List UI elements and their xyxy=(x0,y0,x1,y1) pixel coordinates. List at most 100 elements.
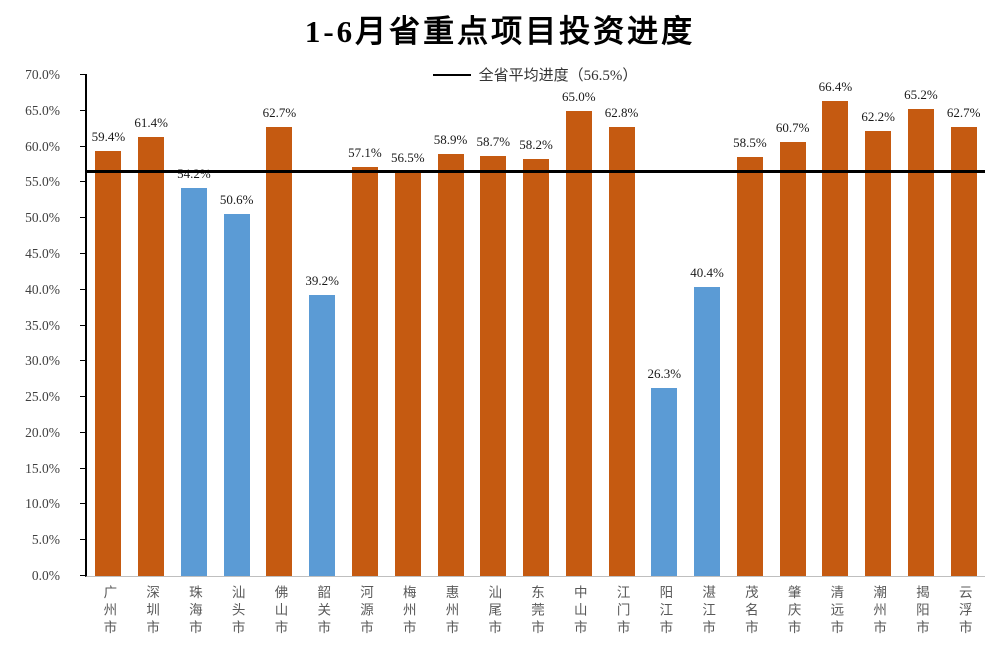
bar-column: 65.2% 揭阳市 xyxy=(900,75,943,637)
y-axis-tick-label: 55.0% xyxy=(25,174,60,190)
bar xyxy=(651,387,678,576)
y-axis-tick-label: 35.0% xyxy=(25,317,60,333)
x-axis-label: 中山市 xyxy=(571,585,587,638)
bar-column: 58.9% 惠州市 xyxy=(429,75,472,637)
y-axis-tick-mark xyxy=(80,324,87,326)
bar xyxy=(907,109,934,576)
legend: 全省平均进度（56.5%） xyxy=(85,64,985,85)
y-axis-tick-mark xyxy=(80,252,87,254)
bar xyxy=(694,286,721,576)
bar-value-label: 58.9% xyxy=(433,132,468,148)
x-axis-label: 湛江市 xyxy=(700,585,716,638)
bar xyxy=(437,154,464,576)
bar xyxy=(480,155,507,576)
y-axis-tick-label: 45.0% xyxy=(25,245,60,261)
x-axis-label: 肇庆市 xyxy=(785,585,801,638)
x-axis-label: 广州市 xyxy=(101,585,117,638)
x-axis-label: 东莞市 xyxy=(529,585,545,638)
y-axis-tick-mark xyxy=(80,181,87,183)
bar xyxy=(180,188,207,576)
chart-title: 1-6月省重点项目投资进度 xyxy=(304,14,696,49)
y-axis-tick-mark xyxy=(80,503,87,505)
x-axis-label: 河源市 xyxy=(357,585,373,638)
bar-column: 40.4% 湛江市 xyxy=(686,75,729,638)
bar xyxy=(608,126,635,576)
y-axis-tick-mark xyxy=(80,217,87,219)
y-axis-tick-mark xyxy=(80,539,87,541)
y-axis-tick-mark xyxy=(80,467,87,469)
bar-value-label: 26.3% xyxy=(647,365,682,381)
y-axis-tick-label: 15.0% xyxy=(25,460,60,476)
bar-column: 58.2% 东莞市 xyxy=(515,75,558,637)
x-axis-label: 梅州市 xyxy=(400,585,416,638)
bar-column: 65.0% 中山市 xyxy=(557,75,600,638)
bar-value-label: 62.7% xyxy=(946,105,981,121)
bar-column: 59.4% 广州市 xyxy=(87,75,130,638)
bar-value-label: 39.2% xyxy=(305,273,339,289)
y-axis-tick-mark xyxy=(80,109,87,111)
bar-column: 66.4% 清远市 xyxy=(814,75,857,638)
bar-value-label: 58.5% xyxy=(733,135,767,151)
bar-value-label: 65.0% xyxy=(562,88,596,104)
bars-row: 59.4% 广州市 61.4% 深圳市 54.2% 珠海市 50.6% 汕头市 62.7% 佛山市… xyxy=(87,75,985,638)
x-axis-label: 惠州市 xyxy=(443,585,459,638)
bar-column: 62.7% 云浮市 xyxy=(942,75,985,637)
x-axis-label: 汕尾市 xyxy=(486,585,502,638)
bar xyxy=(523,159,550,576)
bar-column: 58.7% 汕尾市 xyxy=(472,75,515,638)
bar-value-label: 59.4% xyxy=(91,128,126,144)
bar-column: 62.8% 江门市 xyxy=(600,75,643,638)
y-axis-tick-label: 20.0% xyxy=(25,424,60,440)
bar-value-label: 61.4% xyxy=(134,114,168,130)
y-axis-tick-label: 60.0% xyxy=(25,138,60,154)
bar xyxy=(736,157,763,576)
bar-value-label: 56.5% xyxy=(390,149,425,165)
bar-value-label: 58.7% xyxy=(476,133,511,149)
bar xyxy=(779,141,806,576)
bar xyxy=(95,150,122,576)
bar-column: 39.2% 韶关市 xyxy=(301,75,344,637)
bar xyxy=(950,127,977,576)
bar-column: 60.7% 肇庆市 xyxy=(771,75,814,638)
y-axis-tick-mark xyxy=(80,74,87,75)
y-axis-tick-label: 65.0% xyxy=(25,102,60,118)
bar xyxy=(865,130,892,576)
y-axis-tick-label: 25.0% xyxy=(25,389,60,405)
bar xyxy=(266,127,293,576)
x-axis-label: 阳江市 xyxy=(657,585,673,638)
average-line-legend-swatch xyxy=(432,73,471,76)
x-axis-label: 珠海市 xyxy=(186,585,202,638)
y-axis-tick-mark xyxy=(80,396,87,398)
bar xyxy=(223,213,250,576)
x-axis-label: 汕头市 xyxy=(229,585,245,638)
y-axis-tick-mark xyxy=(80,431,87,433)
x-axis-label: 深圳市 xyxy=(144,585,160,638)
bar-value-label: 58.2% xyxy=(519,137,553,153)
y-axis-tick-mark xyxy=(80,575,87,576)
bar xyxy=(138,136,165,576)
bar-column: 58.5% 茂名市 xyxy=(728,75,771,637)
bar-value-label: 62.7% xyxy=(262,105,297,121)
bar-value-label: 60.7% xyxy=(775,119,810,135)
bar-column: 62.2% 潮州市 xyxy=(857,75,900,638)
bar xyxy=(822,100,849,576)
bar-value-label: 50.6% xyxy=(219,191,254,207)
plot-area: 59.4% 广州市 61.4% 深圳市 54.2% 珠海市 50.6% 汕头市 62.7% 佛山市… xyxy=(25,67,985,638)
x-axis-label: 江门市 xyxy=(614,585,630,638)
x-axis-label: 韶关市 xyxy=(315,585,331,638)
bar-value-label: 54.2% xyxy=(177,166,211,182)
y-axis-tick-mark xyxy=(80,360,87,362)
bar-column: 62.7% 佛山市 xyxy=(258,75,301,637)
bar-column: 56.5% 梅州市 xyxy=(386,75,429,638)
y-axis-tick-label: 40.0% xyxy=(25,281,60,297)
x-axis-label: 佛山市 xyxy=(272,585,288,638)
average-line xyxy=(87,170,985,174)
bar-value-label: 57.1% xyxy=(348,145,382,161)
y-axis-tick-label: 30.0% xyxy=(25,353,60,369)
y-axis-tick-label: 0.0% xyxy=(31,568,60,583)
y-axis-tick-mark xyxy=(80,145,87,147)
bar xyxy=(309,295,336,576)
bar-column: 54.2% 珠海市 xyxy=(173,75,216,637)
bar-value-label: 62.2% xyxy=(861,108,895,124)
